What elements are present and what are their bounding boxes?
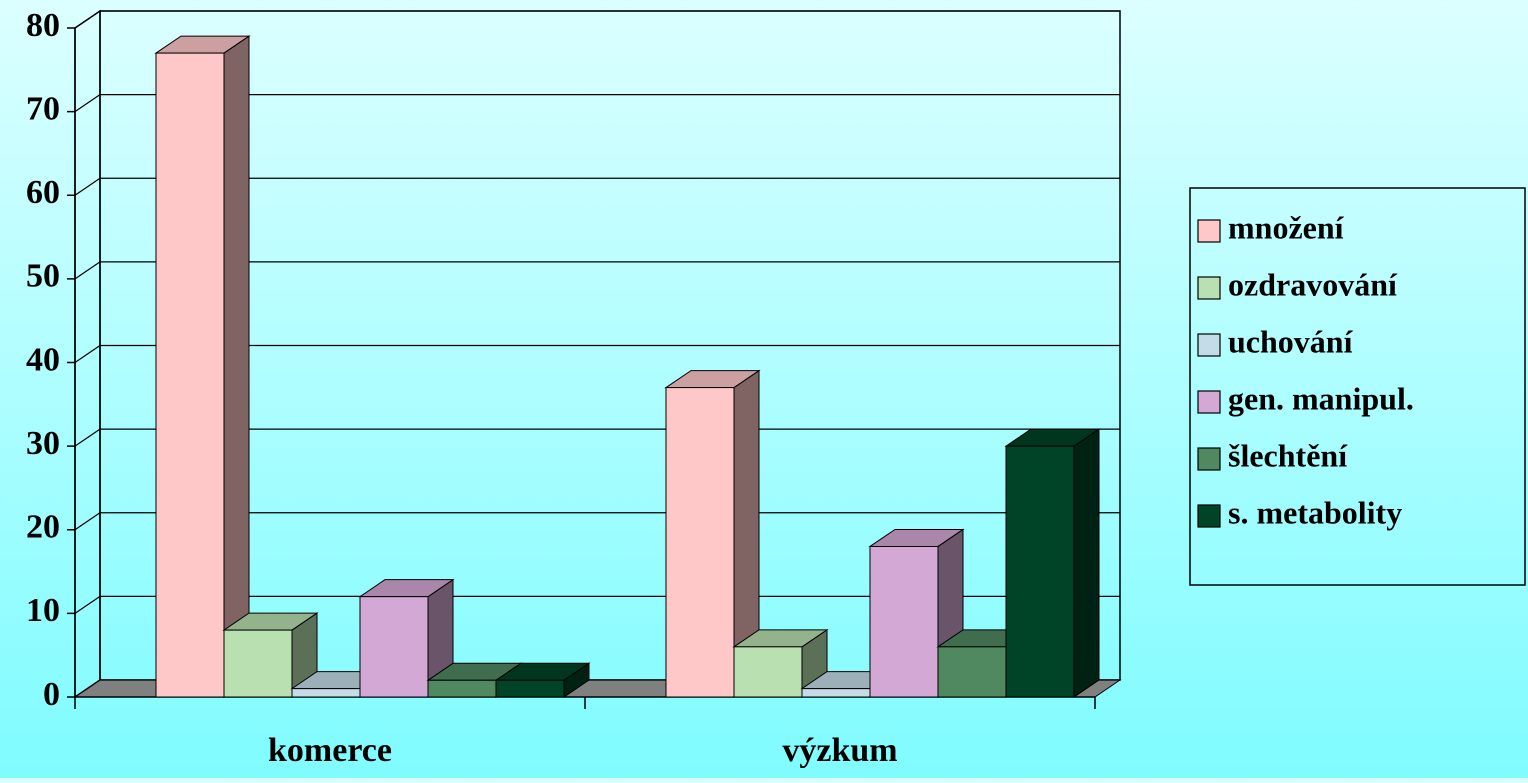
grid-line bbox=[74, 177, 1120, 196]
y-tick-label: 40 bbox=[26, 341, 60, 378]
bar bbox=[869, 545, 939, 698]
bar-side bbox=[1073, 428, 1100, 698]
legend-swatch bbox=[1197, 390, 1221, 414]
grid-line bbox=[74, 512, 1120, 531]
legend-label: šlechtění bbox=[1228, 437, 1348, 473]
legend-swatch bbox=[1197, 219, 1221, 243]
legend-swatch bbox=[1197, 276, 1221, 300]
legend-swatch bbox=[1197, 447, 1221, 471]
y-tick-label: 20 bbox=[26, 509, 60, 546]
bar bbox=[665, 387, 735, 698]
bar bbox=[495, 679, 565, 698]
bar bbox=[223, 629, 293, 698]
grid-line bbox=[74, 344, 1120, 363]
legend-label: ozdravování bbox=[1228, 266, 1398, 302]
bar bbox=[801, 688, 871, 698]
y-tick-label: 30 bbox=[26, 425, 60, 462]
y-tick-label: 50 bbox=[26, 258, 60, 295]
bar bbox=[291, 688, 361, 698]
bar bbox=[733, 646, 803, 698]
y-tick-label: 10 bbox=[26, 592, 60, 629]
legend-swatch bbox=[1197, 504, 1221, 528]
bar bbox=[359, 596, 429, 698]
bar bbox=[155, 52, 225, 698]
grid-line bbox=[74, 428, 1120, 447]
y-tick-label: 0 bbox=[43, 676, 60, 713]
legend-label: množení bbox=[1228, 209, 1345, 245]
grid-line bbox=[74, 10, 1120, 29]
grid-line bbox=[74, 94, 1120, 113]
bar-side bbox=[223, 35, 250, 698]
x-tick-label: výzkum bbox=[782, 732, 897, 769]
legend-box bbox=[1189, 187, 1526, 586]
legend-label: s. metabolity bbox=[1228, 494, 1402, 530]
grid-line bbox=[74, 595, 1120, 614]
grid-line bbox=[74, 261, 1120, 280]
x-tick-label: komerce bbox=[268, 732, 392, 769]
y-tick-label: 80 bbox=[26, 7, 60, 44]
bar bbox=[937, 646, 1007, 698]
bar bbox=[1005, 445, 1075, 698]
y-tick-label: 70 bbox=[26, 90, 60, 127]
legend-swatch bbox=[1197, 333, 1221, 357]
legend-label: uchování bbox=[1228, 323, 1354, 359]
bar bbox=[427, 679, 497, 698]
y-tick-label: 60 bbox=[26, 174, 60, 211]
legend-label: gen. manipul. bbox=[1228, 380, 1414, 416]
